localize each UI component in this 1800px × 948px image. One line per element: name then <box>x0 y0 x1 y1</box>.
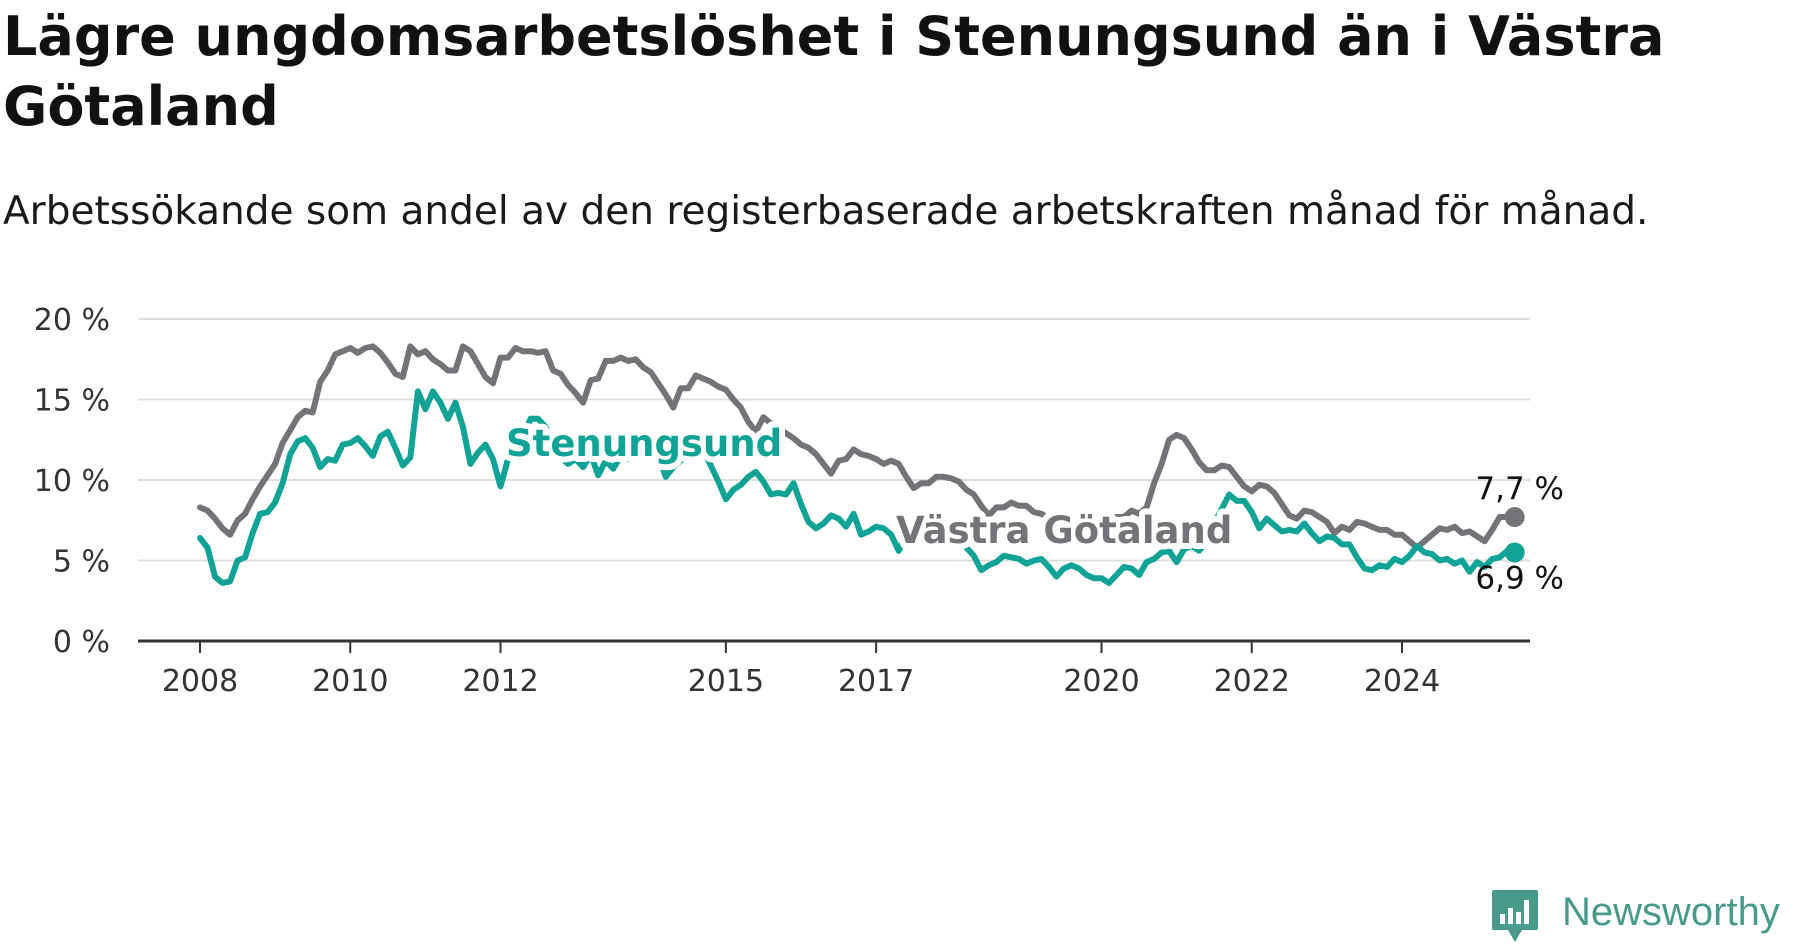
end-value-label-vastra-gotaland: 7,7 % <box>1475 471 1564 507</box>
series-lines <box>197 343 1525 586</box>
chart-subtitle: Arbetssökande som andel av den registerb… <box>3 189 1649 234</box>
series-end-marker-0 <box>1504 507 1525 528</box>
series-line-1 <box>197 388 1518 586</box>
series-label-vastra-gotaland: Västra Götaland <box>896 509 1232 552</box>
y-tick-label: 15 % <box>34 384 110 419</box>
x-axis: 2008 2010 2012 2015 2017 2020 2022 2024 <box>138 639 1530 699</box>
x-tick-label: 2017 <box>838 664 914 699</box>
x-tick-label: 2015 <box>688 664 764 699</box>
y-axis: 0 % 5 % 10 % 15 % 20 % <box>34 303 110 660</box>
series-label-vastra-gotaland-halo: Västra Götaland <box>896 509 1232 552</box>
x-tick-label: 2020 <box>1063 664 1139 699</box>
series-end-marker-1 <box>1504 542 1525 563</box>
newsworthy-logo: Newsworthy <box>1490 886 1800 946</box>
x-tick-label: 2008 <box>162 664 238 699</box>
x-tick-label: 2024 <box>1364 664 1440 699</box>
y-tick-label: 10 % <box>34 464 110 499</box>
y-tick-label: 0 % <box>53 625 110 660</box>
x-tick-label: 2022 <box>1214 664 1290 699</box>
x-tick-label: 2012 <box>462 664 538 699</box>
gridlines <box>138 318 1530 562</box>
newsworthy-logo-icon <box>1492 890 1538 942</box>
series-line-0 <box>197 343 1518 551</box>
y-tick-label: 20 % <box>34 303 110 338</box>
series-label-stenungsund-halo: Stenungsund <box>506 422 782 465</box>
brand-name: Newsworthy <box>1562 890 1780 934</box>
chart-title: Lägre ungdomsarbetslöshet i Stenungsund … <box>3 5 1665 138</box>
series-label-stenungsund: Stenungsund <box>506 422 782 465</box>
x-tick-label: 2010 <box>312 664 388 699</box>
y-tick-label: 5 % <box>53 545 110 580</box>
end-value-label-stenungsund: 6,9 % <box>1475 560 1564 596</box>
